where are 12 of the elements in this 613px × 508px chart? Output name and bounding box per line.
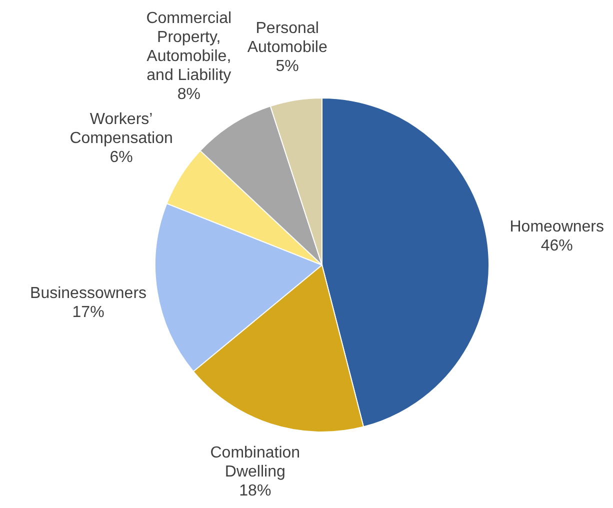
data-label: 46% [540, 237, 573, 254]
slice-label: Combination Dwelling [210, 444, 300, 480]
data-label: 8% [177, 86, 200, 103]
slice-label: Workers’ Compensation [70, 111, 173, 148]
slice-label: Commercial Property, Automobile, and Liability [146, 10, 232, 84]
slice-label: Personal Automobile [247, 20, 328, 56]
data-label: 6% [110, 149, 133, 166]
data-label: 17% [72, 304, 104, 322]
data-label: 18% [239, 482, 272, 500]
slice-label: Businessowners [30, 285, 147, 302]
data-label: 5% [276, 58, 299, 75]
slice-label: Homeowners [510, 218, 604, 236]
